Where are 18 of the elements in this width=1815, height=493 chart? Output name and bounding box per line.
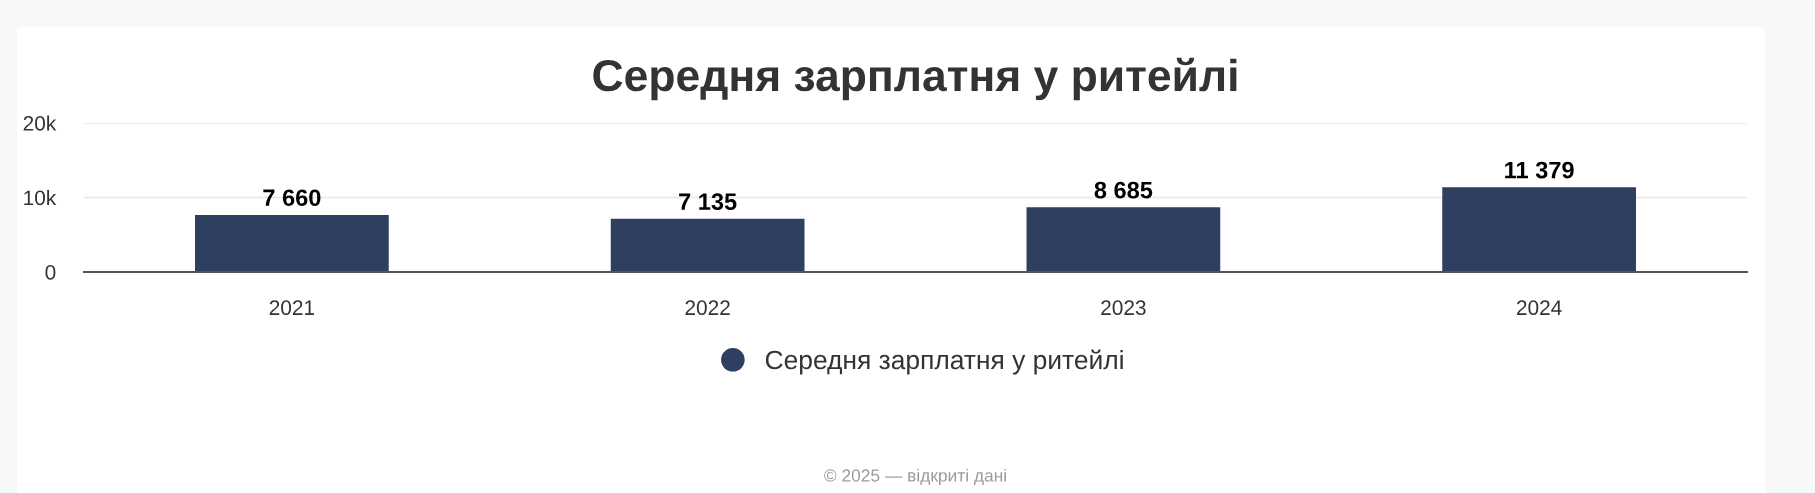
bar [610, 218, 805, 272]
data-label: 7 135 [679, 193, 737, 211]
legend-label: Середня зарплатня у ритейлі [765, 349, 1123, 375]
data-label: 11 379 [1505, 161, 1574, 179]
bar [1442, 187, 1636, 272]
text: © 2025 — відкриті дані [824, 468, 1006, 486]
x-tick-label: 2021 [269, 300, 315, 316]
data-label: 8 685 [1094, 181, 1153, 199]
data-label: 7 660 [263, 189, 321, 207]
x-tick-label: 2024 [1517, 300, 1562, 316]
bar [1026, 207, 1221, 272]
y-tick-label: 0 [45, 265, 56, 280]
chart-title: Середня зарплатня у ритейлі [593, 57, 1237, 101]
x-tick-label: 2022 [685, 300, 730, 316]
bar [195, 214, 389, 272]
y-tick-label: 20k [23, 115, 57, 131]
y-tick-label: 10k [24, 189, 57, 206]
x-tick-label: 2023 [1101, 300, 1146, 316]
